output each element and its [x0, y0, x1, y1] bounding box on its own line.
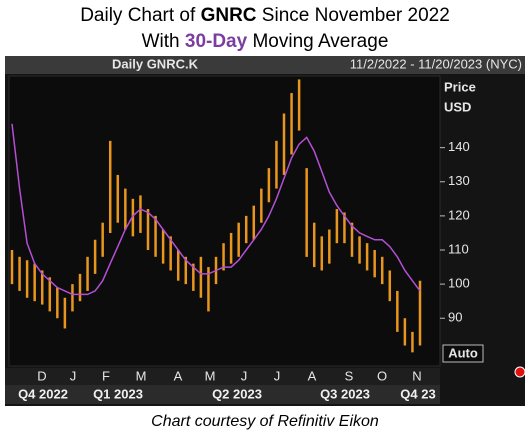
title-line-2: With 30-Day Moving Average	[142, 31, 389, 52]
x-month-label: A	[308, 368, 317, 383]
x-quarter-label: Q1 2023	[93, 386, 143, 401]
header-left: Daily GNRC.K	[112, 56, 199, 71]
y-axis-label: USD	[444, 99, 471, 114]
title-part: Moving Average	[247, 31, 388, 52]
x-quarter-label: Q4 23	[400, 386, 435, 401]
x-month-label: S	[345, 368, 354, 383]
x-month-label: M	[136, 368, 147, 383]
x-month-label: M	[205, 368, 216, 383]
title-part: Daily Chart of	[80, 5, 200, 26]
y-tick-label: 110	[448, 241, 469, 256]
y-tick-label: 120	[448, 207, 470, 222]
title-part: 30-Day	[185, 31, 248, 52]
header-bar	[5, 56, 525, 74]
x-month-label: O	[377, 368, 387, 383]
title-part: GNRC	[201, 5, 257, 26]
auto-label: Auto	[448, 345, 478, 360]
x-month-label: J	[70, 368, 77, 383]
month-band	[5, 368, 440, 385]
y-tick-label: 140	[448, 139, 470, 154]
y-tick-label: 90	[448, 310, 462, 325]
auto-button[interactable]	[442, 344, 484, 363]
x-month-label: J	[274, 368, 281, 383]
x-month-label: J	[241, 368, 248, 383]
y-axis-label: Price	[444, 79, 476, 94]
quarter-band	[5, 385, 440, 404]
plot-area	[8, 75, 441, 367]
x-quarter-label: Q3 2023	[320, 386, 370, 401]
title-line-1: Daily Chart of GNRC Since November 2022	[80, 5, 450, 26]
x-month-label: N	[412, 368, 421, 383]
moving-average-line	[11, 123, 421, 296]
x-quarter-label: Q4 2022	[18, 386, 68, 401]
x-month-label: F	[102, 368, 110, 383]
title-part: With	[142, 31, 185, 52]
y-tick-label: 100	[448, 276, 470, 291]
footer: Chart courtesy of Refinitiv Eikon	[151, 413, 379, 430]
x-quarter-label: Q2 2023	[212, 386, 262, 401]
x-month-label: A	[174, 368, 183, 383]
title-part: Since November 2022	[257, 5, 450, 26]
indicator-dot	[514, 366, 526, 378]
x-month-label: D	[37, 368, 46, 383]
header-right: 11/2/2022 - 11/20/2023 (NYC)	[350, 56, 522, 71]
y-tick-label: 130	[448, 173, 470, 188]
